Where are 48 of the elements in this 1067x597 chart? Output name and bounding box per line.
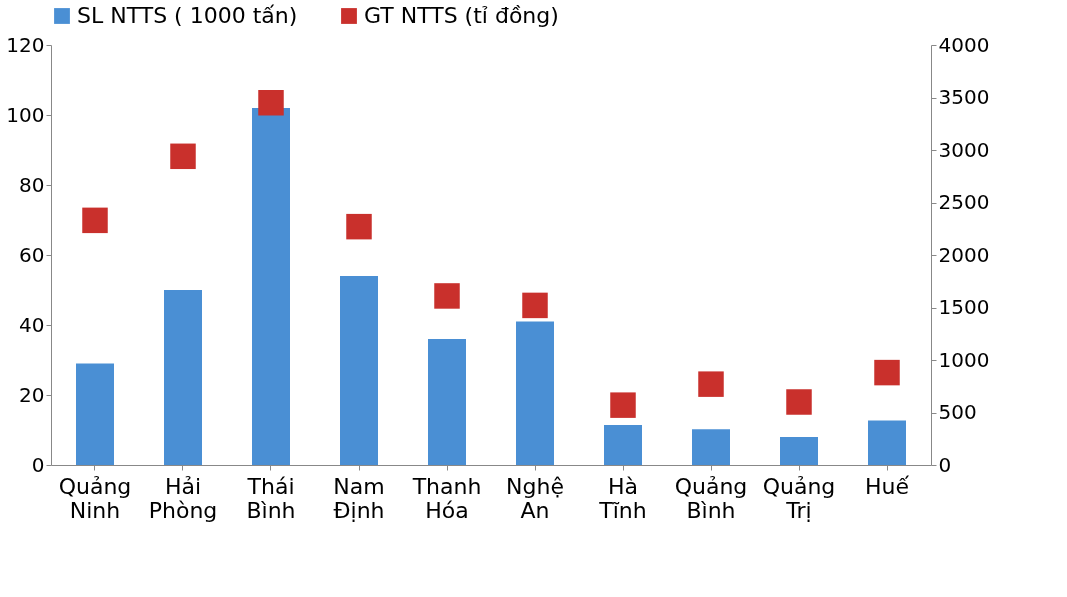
bar — [340, 276, 378, 465]
point — [346, 213, 372, 240]
bar — [516, 321, 554, 465]
point — [170, 143, 196, 170]
x-tick-label: Nam Định — [333, 473, 385, 523]
y-tick-label: 60 — [19, 242, 45, 267]
y-tick-label: 100 — [6, 102, 45, 127]
x-tick-label: Thanh Hóa — [411, 473, 482, 523]
point — [786, 389, 812, 415]
y2-tick-label: 500 — [938, 400, 977, 424]
legend-label: GT NTTS (tỉ đồng) — [364, 3, 559, 28]
x-tick-label: Quảng Ninh — [58, 473, 132, 523]
y2-tick-label: 2500 — [938, 190, 990, 214]
bar — [76, 363, 114, 465]
x-tick-label: Quảng Bình — [674, 473, 748, 523]
y-tick-label: 80 — [19, 172, 45, 197]
point — [698, 371, 724, 397]
y2-tick-label: 4000 — [938, 32, 990, 57]
x-tick-label: Thái Bình — [246, 473, 296, 523]
point — [874, 359, 900, 386]
x-tick-label: Quảng Trị — [762, 473, 836, 523]
bar — [780, 437, 818, 465]
bar — [428, 339, 466, 465]
legend-label: SL NTTS ( 1000 tấn) — [77, 3, 298, 28]
y2-tick-label: 3500 — [938, 85, 990, 109]
bar — [252, 108, 290, 465]
bar — [868, 420, 906, 465]
x-tick-label: Hải Phòng — [148, 473, 218, 523]
y-tick-label: 0 — [31, 452, 45, 477]
y-tick-label: 20 — [19, 382, 45, 407]
y2-tick-label: 0 — [938, 452, 952, 477]
bar — [692, 429, 730, 465]
bar — [164, 290, 202, 465]
point — [610, 392, 636, 418]
x-tick-label: Hà Tĩnh — [598, 473, 647, 523]
y2-tick-label: 1000 — [938, 347, 990, 372]
y2-tick-label: 3000 — [938, 137, 990, 162]
bar — [604, 425, 642, 465]
point — [434, 283, 460, 309]
point — [82, 207, 108, 234]
x-tick-label: Huế — [864, 473, 910, 499]
y-tick-label: 120 — [6, 32, 45, 57]
y-tick-label: 40 — [19, 312, 45, 337]
y2-tick-label: 2000 — [938, 242, 990, 267]
point — [522, 292, 548, 319]
y2-tick-label: 1500 — [938, 295, 990, 319]
point — [258, 90, 284, 116]
x-tick-label: Nghệ An — [506, 473, 564, 523]
